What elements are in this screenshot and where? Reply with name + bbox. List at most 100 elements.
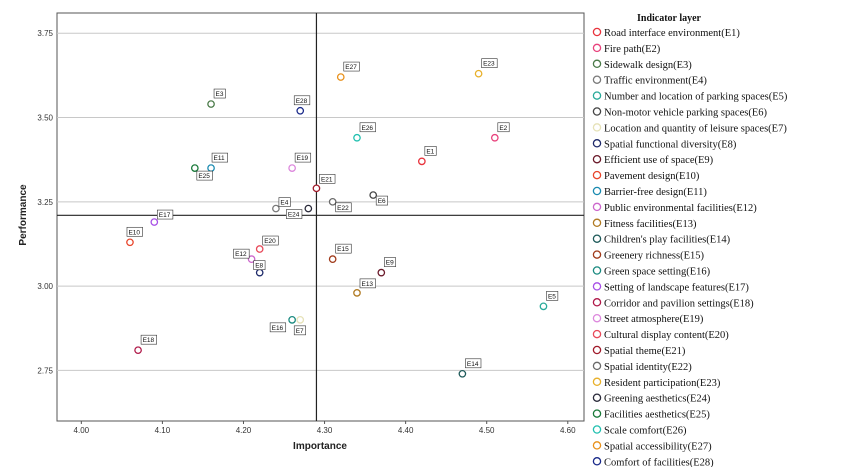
legend-marker-E26	[592, 425, 602, 434]
legend-marker-E15	[592, 250, 602, 259]
point-label-E14: E14	[467, 361, 479, 368]
point-label-box-E11	[211, 152, 228, 163]
point-label-E28: E28	[296, 98, 308, 105]
point-label-box-E1	[424, 146, 437, 156]
point-E25	[190, 164, 199, 172]
point-label-box-E9	[384, 257, 397, 267]
point-label-E21: E21	[321, 176, 333, 183]
point-label-box-E13	[359, 278, 376, 289]
legend-marker-E8	[592, 139, 602, 148]
legend-label-E14: Children's play facilities(E14)	[604, 235, 731, 246]
point-label-E5: E5	[548, 293, 556, 300]
x-tick-label: 4.20	[236, 426, 252, 435]
legend-marker-E23	[592, 377, 602, 387]
point-E13	[353, 289, 361, 297]
point-label-box-E12	[233, 248, 250, 259]
point-label-box-E27	[343, 61, 360, 72]
point-label-box-E19	[294, 152, 312, 163]
legend-label-E28: Comfort of facilities(E28)	[604, 457, 714, 467]
point-label-E3: E3	[216, 91, 224, 98]
point-E11	[207, 164, 215, 172]
point-E7	[296, 315, 305, 324]
legend-marker-E6	[592, 107, 602, 116]
point-label-box-E18	[140, 334, 157, 345]
point-E12	[247, 255, 256, 263]
point-label-box-E17	[156, 209, 174, 220]
plot-area: E1 E2 E3 E4 E5 E6 E7 E8 E9 E10 E11 E12 E13 E14 E15 E16 E…	[56, 12, 585, 422]
legend-label-E26: Scale comfort(E26)	[604, 426, 687, 437]
point-E2	[490, 133, 499, 142]
point-label-box-E15	[335, 243, 352, 254]
y-tick-label: 3.50	[37, 114, 53, 123]
legend-marker-E10	[592, 170, 602, 180]
point-label-E1: E1	[426, 148, 434, 155]
point-E5	[539, 302, 548, 311]
point-E21	[312, 184, 321, 193]
legend-marker-E28	[592, 457, 602, 466]
legend-marker-E3	[592, 59, 602, 69]
y-tick-label: 2.75	[37, 366, 53, 375]
point-label-box-E6	[375, 195, 388, 206]
point-label-E22: E22	[337, 205, 349, 212]
point-label-E15: E15	[337, 246, 349, 253]
legend-label-E19: Street atmosphere(E19)	[604, 314, 704, 325]
point-label-E20: E20	[264, 238, 276, 245]
point-E10	[126, 238, 134, 247]
legend-label-E27: Spatial accessibility(E27)	[604, 441, 712, 452]
point-E23	[474, 69, 483, 78]
x-axis-ticks: 4.00 4.10 4.20 4.30 4.40 4.50 4.60	[74, 421, 576, 435]
point-label-box-E16	[269, 322, 287, 333]
x-tick-label: 4.40	[398, 426, 414, 435]
point-label-E18: E18	[143, 337, 155, 344]
gridlines	[57, 32, 584, 371]
point-label-box-E8	[253, 260, 266, 270]
legend-marker-E16	[592, 266, 602, 275]
point-label-E26: E26	[361, 125, 373, 132]
legend-marker-E18	[592, 298, 602, 307]
point-E6	[369, 191, 378, 199]
legend-marker-E2	[592, 43, 602, 53]
point-label-E25: E25	[198, 173, 210, 180]
x-tick-label: 4.00	[74, 426, 90, 435]
point-label-E17: E17	[159, 212, 171, 219]
point-E9	[377, 268, 386, 277]
legend-label-E4: Traffic environment(E4)	[604, 76, 707, 87]
point-E16	[288, 315, 296, 324]
point-E4	[272, 204, 280, 213]
legend-marker-E13	[592, 218, 602, 228]
legend-label-E11: Barrier-free design(E11)	[604, 187, 707, 198]
point-label-box-E21	[319, 174, 336, 184]
legend-items: Road interface environment(E1) Fire path(…	[592, 27, 788, 467]
point-label-box-E22	[335, 202, 352, 213]
point-label-E9: E9	[386, 260, 394, 267]
point-label-E10: E10	[128, 229, 140, 236]
legend-label-E9: Efficient use of space(E9)	[604, 155, 714, 166]
legend-label-E24: Greening aesthetics(E24)	[604, 394, 711, 405]
legend-marker-E14	[592, 234, 602, 243]
point-label-box-E10	[126, 226, 143, 237]
point-labels: E1 E2 E3 E4 E5 E6 E7 E8 E9 E10 E11 E12 E13 E14 E15 E16 E…	[126, 58, 559, 369]
x-tick-label: 4.30	[317, 426, 333, 435]
point-E22	[328, 197, 337, 206]
point-E14	[458, 369, 467, 378]
point-E3	[207, 100, 215, 108]
y-axis-ticks: 2.75 3.00 3.25 3.50 3.75	[37, 29, 53, 375]
point-E17	[150, 218, 159, 226]
x-tick-label: 4.10	[155, 426, 171, 435]
point-E27	[336, 73, 345, 81]
plot-frame	[56, 12, 585, 422]
point-E26	[353, 133, 361, 142]
legend-marker-E9	[592, 154, 602, 164]
legend-marker-E5	[592, 91, 602, 100]
legend-label-E2: Fire path(E2)	[604, 44, 661, 55]
legend-label-E18: Corridor and pavilion settings(E18)	[604, 298, 754, 309]
legend: Indicator layer Road interface environme…	[592, 13, 788, 467]
point-label-E6: E6	[378, 198, 386, 205]
y-tick-label: 3.75	[37, 29, 53, 38]
point-label-E11: E11	[214, 155, 225, 162]
legend-label-E10: Pavement design(E10)	[604, 171, 700, 182]
legend-label-E5: Number and location of parking spaces(E5…	[604, 92, 788, 103]
y-tick-label: 3.00	[37, 282, 53, 291]
point-E19	[288, 164, 296, 172]
